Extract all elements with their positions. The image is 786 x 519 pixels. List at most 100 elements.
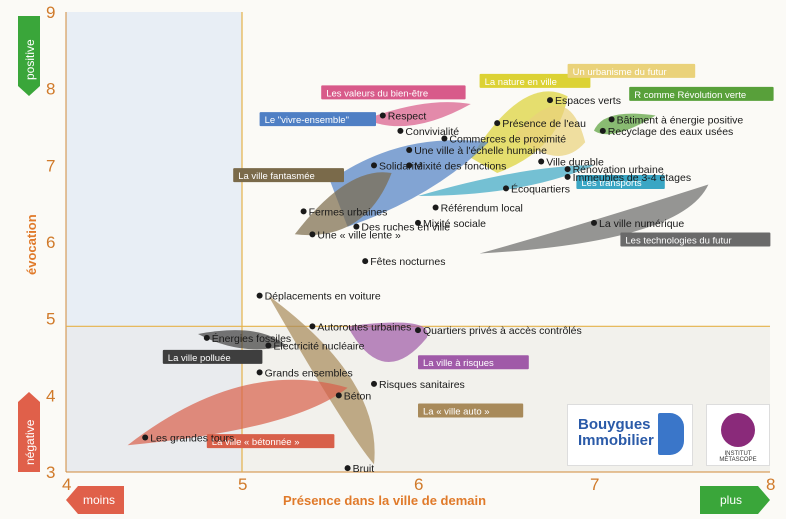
y-axis-high-label: positive — [23, 39, 37, 80]
point-les-grandes-tours — [142, 434, 149, 441]
x-axis-high-label: plus — [720, 493, 742, 507]
point-energies-fossiles — [203, 334, 210, 341]
point-label-solidarite: Solidarité — [379, 160, 423, 172]
point-label-fetes-nocturnes: Fêtes nocturnes — [370, 256, 445, 268]
x-tick-label-6: 6 — [414, 475, 423, 494]
bouygues-immobilier-logo: Bouygues Immobilier — [567, 404, 693, 466]
group-tag-un-urbanisme-du-futur — [567, 63, 696, 78]
x-tick-label-7: 7 — [590, 475, 599, 494]
point-renovation-urbaine — [564, 166, 571, 173]
point-convivialite — [397, 127, 404, 134]
y-axis-high-arrow — [18, 16, 40, 96]
group-label-un-urbanisme-du-futur: Un urbanisme du futur — [573, 67, 667, 78]
point-la-ville-numerique — [591, 219, 597, 226]
group-label-la-nature-en-ville: La nature en ville — [485, 77, 557, 88]
point-label-commerces-de-proximite: Commerces de proximité — [449, 134, 566, 146]
x-tick-label-8: 8 — [766, 475, 775, 494]
logo-text-metascope: INSTITUT MÉTASCOPE — [719, 451, 757, 463]
group-label-la-ville-a-risques: La ville à risques — [423, 358, 494, 369]
y-tick-label-6: 6 — [46, 233, 55, 252]
point-autoroutes-urbaines — [309, 323, 316, 330]
group-shape-les-technologies-du-futur — [479, 184, 709, 254]
group-tag-la-ville-a-risques — [418, 355, 529, 370]
group-tag-les-valeurs-du-bien-etre — [321, 85, 466, 100]
group-shape-la-ville-fantasmee — [294, 172, 392, 236]
group-shape-les-transports — [418, 165, 594, 196]
point-label-batiment-a-energie-positive: Bâtiment à énergie positive — [617, 114, 744, 126]
y-axis-low-arrow — [18, 392, 40, 472]
point-label-energies-fossiles: Énergies fossiles — [212, 332, 291, 345]
institut-metascope-logo: INSTITUT MÉTASCOPE — [706, 404, 770, 466]
y-axis-low-label: négative — [23, 419, 37, 465]
point-presence-de-l-eau — [494, 120, 501, 127]
point-mixite-des-fonctions — [406, 162, 413, 169]
y-tick-label-3: 3 — [46, 463, 55, 482]
point-label-immeubles-de-3-4-etages: Immeubles de 3-4 étages — [573, 172, 691, 184]
point-label-deplacements-en-voiture: Déplacements en voiture — [265, 291, 381, 303]
group-label-r-comme-revolution-verte: R comme Révolution verte — [634, 90, 746, 101]
point-commerces-de-proximite — [441, 135, 448, 142]
point-label-respect: Respect — [388, 111, 427, 123]
point-label-une-ville-lente: Une « ville lente » — [317, 229, 401, 241]
point-respect — [379, 112, 386, 119]
point-ville-durable — [538, 158, 545, 165]
group-shape-les-valeurs-du-bien-etre — [365, 102, 471, 127]
point-espaces-verts — [547, 97, 553, 104]
point-deplacements-en-voiture — [256, 292, 263, 299]
point-bruit — [344, 465, 351, 472]
x-tick-label-5: 5 — [238, 475, 247, 494]
group-tag-la-ville-fantasmee — [233, 168, 344, 183]
group-tag-la-ville-polluee — [162, 349, 263, 364]
bouygues-b-icon — [658, 413, 684, 455]
group-label-les-technologies-du-futur: Les technologies du futur — [625, 236, 731, 247]
point-immeubles-de-3-4-etages — [564, 173, 571, 180]
point-label-la-ville-numerique: La ville numérique — [599, 218, 684, 230]
point-label-mixite-sociale: Mixité sociale — [423, 218, 486, 230]
point-fetes-nocturnes — [362, 258, 369, 265]
group-tag-r-comme-revolution-verte — [629, 86, 774, 101]
point-des-ruches-en-ville — [353, 223, 360, 230]
quadrant-upper-left — [66, 12, 242, 327]
group-tag-la-ville-betonnee — [206, 434, 335, 449]
point-solidarite — [371, 162, 377, 169]
point-label-grands-ensembles: Grands ensembles — [265, 367, 353, 379]
point-label-mixite-des-fonctions: Mixité des fonctions — [414, 160, 506, 172]
point-referendum-local — [432, 204, 439, 211]
group-tag-les-transports — [576, 175, 665, 190]
point-label-une-ville-a-l-echelle-humaine: Une ville à l'échelle humaine — [414, 145, 547, 157]
y-tick-label-8: 8 — [46, 80, 55, 99]
point-batiment-a-energie-positive — [608, 116, 615, 123]
x-axis-label: Présence dans la ville de demain — [283, 493, 486, 508]
point-label-referendum-local: Référendum local — [441, 203, 523, 215]
point-label-les-grandes-tours: Les grandes tours — [150, 433, 234, 445]
point-label-quartiers-prives-a-acces-controles: Quartiers privés à accès contrôlés — [423, 325, 582, 337]
group-label-la-ville-betonnee: La ville « bétonnée » — [212, 437, 300, 448]
point-une-ville-a-l-echelle-humaine — [406, 147, 413, 153]
point-label-ecoquartiers: Écoquartiers — [511, 182, 570, 195]
point-grands-ensembles — [256, 369, 263, 376]
point-label-autoroutes-urbaines: Autoroutes urbaines — [317, 321, 411, 333]
group-shape-la-ville-auto — [268, 295, 375, 465]
group-label-la-ville-polluee: La ville polluée — [168, 353, 231, 364]
point-label-recyclage-des-eaux-usees: Recyclage des eaux usées — [608, 126, 734, 138]
logo-text-bouygues: Bouygues — [578, 416, 651, 433]
group-label-la-ville-auto: La « ville auto » — [423, 407, 490, 418]
group-shape-un-urbanisme-du-futur — [514, 105, 586, 156]
group-label-les-valeurs-du-bien-etre: Les valeurs du bien-être — [326, 88, 428, 99]
point-beton — [335, 392, 342, 399]
point-electricite-nucleaire — [265, 342, 272, 349]
logo-text-immobilier: Immobilier — [578, 432, 654, 449]
point-label-electricite-nucleaire: Électricité nucléaire — [273, 340, 364, 353]
point-label-fermes-urbaines: Fermes urbaines — [309, 206, 388, 218]
point-label-presence-de-l-eau: Présence de l'eau — [502, 118, 586, 130]
group-label-le-vivre-ensemble: Le "vivre-ensemble" — [265, 115, 349, 126]
point-label-espaces-verts: Espaces verts — [555, 95, 621, 107]
point-ecoquartiers — [503, 185, 509, 192]
point-recyclage-des-eaux-usees — [599, 127, 606, 134]
y-tick-label-9: 9 — [46, 3, 55, 22]
point-fermes-urbaines — [300, 208, 307, 215]
y-tick-label-4: 4 — [46, 386, 55, 405]
point-label-ville-durable: Ville durable — [546, 157, 604, 169]
y-axis-label: évocation — [24, 214, 39, 275]
point-label-risques-sanitaires: Risques sanitaires — [379, 379, 465, 391]
